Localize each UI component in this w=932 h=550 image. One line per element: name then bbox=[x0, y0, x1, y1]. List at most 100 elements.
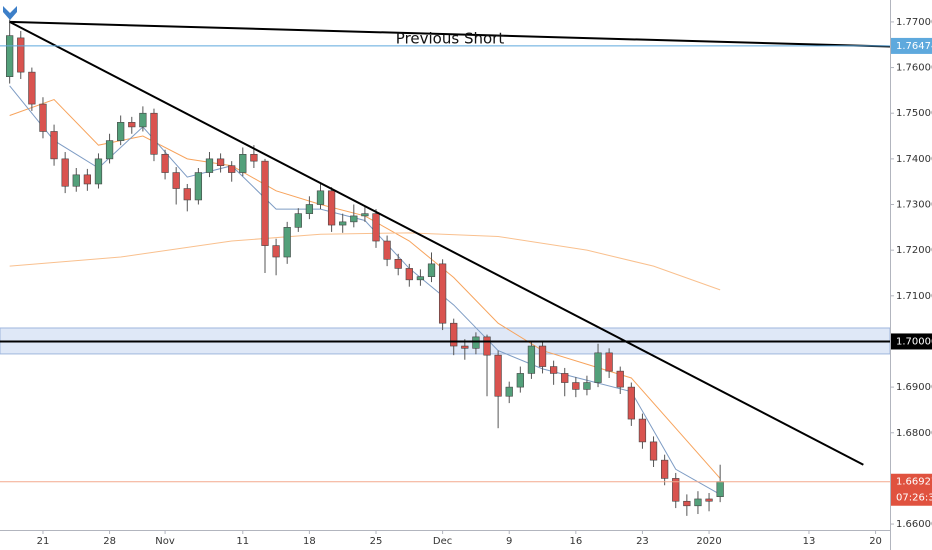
candle-body bbox=[594, 352, 602, 383]
candle-body bbox=[50, 131, 58, 160]
x-tick-label: 25 bbox=[370, 536, 383, 547]
y-tick-label: 1.69000 bbox=[896, 382, 932, 393]
x-tick-label: 21 bbox=[37, 536, 50, 547]
candle-body bbox=[483, 336, 491, 356]
candle-body bbox=[105, 140, 114, 160]
candle-body bbox=[294, 213, 302, 228]
candle-body bbox=[494, 354, 502, 397]
y-tick-label: 1.76000 bbox=[896, 63, 932, 74]
candle-body bbox=[549, 366, 558, 374]
x-tick-label: 2020 bbox=[696, 536, 721, 547]
candle-body bbox=[6, 35, 14, 77]
level-tag bbox=[891, 37, 932, 54]
candle-body bbox=[239, 153, 247, 173]
countdown: 07:26:31 bbox=[896, 493, 932, 504]
y-tick-label: 1.72000 bbox=[896, 245, 932, 256]
candle-body bbox=[117, 122, 125, 141]
candle-body bbox=[394, 258, 402, 269]
x-tick-label: 20 bbox=[869, 536, 882, 547]
candle-body bbox=[672, 478, 680, 502]
candle-body bbox=[705, 498, 713, 502]
candle-body bbox=[716, 481, 724, 497]
y-tick-label: 1.66000 bbox=[896, 519, 932, 530]
candle-body bbox=[416, 276, 425, 281]
candle-body bbox=[228, 165, 236, 173]
candle-body bbox=[94, 158, 103, 185]
candle-body bbox=[527, 345, 536, 374]
candle-body bbox=[128, 122, 136, 128]
moving-average bbox=[9, 232, 721, 291]
trendline bbox=[9, 21, 864, 466]
candle-body bbox=[161, 153, 169, 173]
candle-body bbox=[450, 322, 458, 347]
y-tick-label: 1.73000 bbox=[896, 200, 932, 211]
candle-body bbox=[472, 336, 480, 349]
level-tag-label: 1.76474 bbox=[896, 41, 932, 52]
x-tick-label: 23 bbox=[636, 536, 649, 547]
candle-body bbox=[694, 498, 702, 507]
x-tick-label: 11 bbox=[236, 536, 249, 547]
candle-body bbox=[216, 158, 225, 167]
candle-body bbox=[649, 441, 658, 461]
candle-body bbox=[250, 153, 258, 162]
candle-body bbox=[283, 227, 291, 258]
candle-body bbox=[361, 213, 369, 217]
candle-body bbox=[39, 103, 47, 132]
candle-body bbox=[72, 174, 80, 187]
trendline bbox=[9, 20, 891, 48]
x-tick-label: 18 bbox=[303, 536, 316, 547]
candle-body bbox=[616, 370, 624, 388]
candle-body bbox=[638, 418, 647, 443]
candle-body bbox=[305, 204, 314, 214]
y-tick-label: 1.75000 bbox=[896, 108, 932, 119]
level-tag bbox=[891, 333, 932, 350]
candle-body bbox=[683, 500, 691, 507]
candle-body bbox=[17, 37, 25, 73]
candle-body bbox=[405, 268, 413, 281]
candle-body bbox=[28, 71, 36, 105]
last-price-label: 1.66927 bbox=[896, 477, 932, 488]
candle-body bbox=[427, 263, 436, 277]
short-icon bbox=[3, 6, 17, 20]
candle-body bbox=[316, 190, 325, 205]
candle-body bbox=[461, 345, 469, 349]
y-tick-label: 1.71000 bbox=[896, 291, 932, 302]
candle-body bbox=[505, 386, 513, 397]
candle-body bbox=[605, 352, 613, 372]
candle-body bbox=[350, 215, 358, 223]
candle-body bbox=[83, 174, 91, 185]
y-tick-label: 1.77000 bbox=[896, 17, 932, 28]
x-tick-label: Dec bbox=[433, 536, 452, 547]
candle-body bbox=[661, 459, 669, 479]
x-tick-label: 9 bbox=[506, 536, 512, 547]
candle-body bbox=[516, 373, 524, 388]
candle-body bbox=[372, 213, 380, 242]
level-tag-label: 1.70000 bbox=[896, 336, 932, 347]
candle-body bbox=[583, 382, 591, 390]
candle-body bbox=[561, 373, 569, 383]
candle-body bbox=[139, 112, 147, 128]
candle-body bbox=[205, 158, 214, 173]
candle-body bbox=[627, 386, 635, 420]
arrow-icon bbox=[3, 6, 17, 20]
candle-body bbox=[572, 382, 580, 390]
x-tick-label: 28 bbox=[103, 536, 116, 547]
candle-body bbox=[339, 221, 347, 226]
x-tick-label: Nov bbox=[155, 536, 175, 547]
y-tick-label: 1.68000 bbox=[896, 428, 932, 439]
annotation: Previous Short bbox=[396, 30, 505, 48]
x-tick-label: 13 bbox=[803, 536, 816, 547]
candle-body bbox=[194, 172, 203, 201]
candle-body bbox=[261, 160, 269, 246]
last-price-tag bbox=[891, 473, 932, 506]
candle-body bbox=[438, 263, 447, 324]
candle-body bbox=[327, 190, 336, 226]
candle-body bbox=[150, 112, 158, 155]
candle-body bbox=[172, 172, 180, 189]
candle-body bbox=[272, 245, 280, 258]
candle-body bbox=[383, 240, 391, 260]
candle-body bbox=[538, 345, 547, 367]
